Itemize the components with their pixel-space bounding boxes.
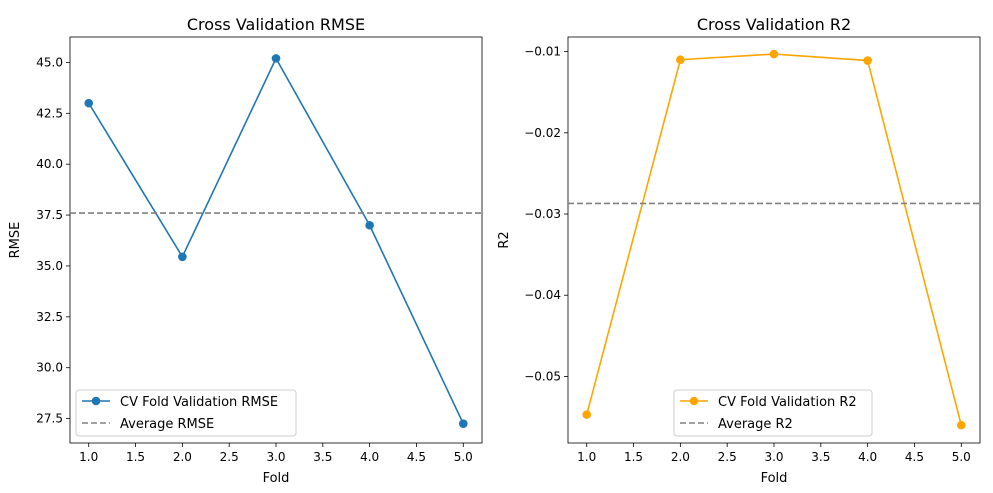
data-point bbox=[769, 49, 779, 59]
chart-2: 1.0 1.5 2.0 2.5 3.0 3.5 4.0 4.5 5.0 −0.05 −0.04 −0.… bbox=[497, 15, 981, 486]
legend-series-marker bbox=[689, 396, 699, 406]
legend-box bbox=[75, 389, 297, 437]
data-point bbox=[458, 419, 468, 428]
legend-series-label: CV Fold Validation RMSE bbox=[120, 395, 278, 410]
x-tick-label: 1.5 bbox=[126, 450, 145, 464]
x-tick-label: 2.0 bbox=[173, 450, 192, 464]
y-tick-label: 30.0 bbox=[36, 361, 63, 375]
y-tick-label: −0.02 bbox=[524, 126, 561, 140]
x-tick-label: 4.5 bbox=[407, 450, 426, 464]
legend-box bbox=[673, 389, 873, 437]
y-tick-label: 40.0 bbox=[36, 157, 63, 171]
x-tick-label: 3.0 bbox=[266, 450, 285, 464]
data-point bbox=[676, 55, 685, 65]
data-point bbox=[271, 54, 281, 63]
x-tick-label: 2.5 bbox=[718, 450, 737, 464]
x-tick-label: 2.5 bbox=[220, 450, 239, 464]
y-axis-label: RMSE bbox=[8, 222, 23, 259]
legend-average-label: Average R2 bbox=[718, 417, 793, 432]
x-tick-label: 1.0 bbox=[79, 450, 98, 464]
x-tick-label: 3.5 bbox=[313, 450, 332, 464]
data-point bbox=[178, 252, 187, 262]
data-point bbox=[863, 56, 872, 65]
x-tick-label: 4.0 bbox=[858, 450, 877, 464]
y-tick-label: −0.04 bbox=[524, 288, 561, 302]
legend: CV Fold Validation RMSE Average RMSE bbox=[75, 389, 297, 437]
y-tick-label: 42.5 bbox=[36, 106, 63, 120]
x-tick-label: 3.0 bbox=[764, 450, 783, 464]
legend-series-marker bbox=[91, 396, 101, 406]
y-tick-label: −0.03 bbox=[524, 207, 561, 221]
legend: CV Fold Validation R2 Average R2 bbox=[673, 389, 873, 437]
x-tick-label: 1.5 bbox=[624, 450, 643, 464]
data-point bbox=[365, 220, 374, 230]
x-tick-label: 4.0 bbox=[360, 450, 379, 464]
x-tick-label: 3.5 bbox=[811, 450, 830, 464]
y-tick-label: 35.0 bbox=[36, 259, 63, 273]
x-axis-label: Fold bbox=[761, 471, 788, 486]
legend-series-label: CV Fold Validation R2 bbox=[718, 395, 857, 410]
y-tick-label: −0.01 bbox=[524, 45, 561, 59]
y-tick-label: −0.05 bbox=[524, 369, 561, 383]
x-axis-label: Fold bbox=[263, 471, 290, 486]
y-tick-label: 32.5 bbox=[36, 310, 63, 324]
data-point bbox=[582, 410, 592, 419]
y-tick-label: 45.0 bbox=[36, 55, 63, 69]
chart-title: Cross Validation R2 bbox=[697, 15, 851, 34]
x-tick-label: 4.5 bbox=[905, 450, 924, 464]
chart-1: 1.0 1.5 2.0 2.5 3.0 3.5 4.0 4.5 5.0 27.5 30.0 32.5 3… bbox=[8, 15, 483, 486]
y-tick-label: 37.5 bbox=[36, 208, 63, 222]
x-tick-label: 1.0 bbox=[577, 450, 596, 464]
x-tick-label: 5.0 bbox=[952, 450, 971, 464]
x-tick-label: 5.0 bbox=[454, 450, 473, 464]
y-tick-label: 27.5 bbox=[36, 412, 63, 426]
x-tick-label: 2.0 bbox=[671, 450, 690, 464]
data-point bbox=[956, 420, 966, 430]
legend-average-label: Average RMSE bbox=[120, 417, 214, 432]
y-axis-label: R2 bbox=[497, 231, 512, 248]
chart-title: Cross Validation RMSE bbox=[187, 15, 365, 34]
data-point bbox=[84, 98, 94, 108]
